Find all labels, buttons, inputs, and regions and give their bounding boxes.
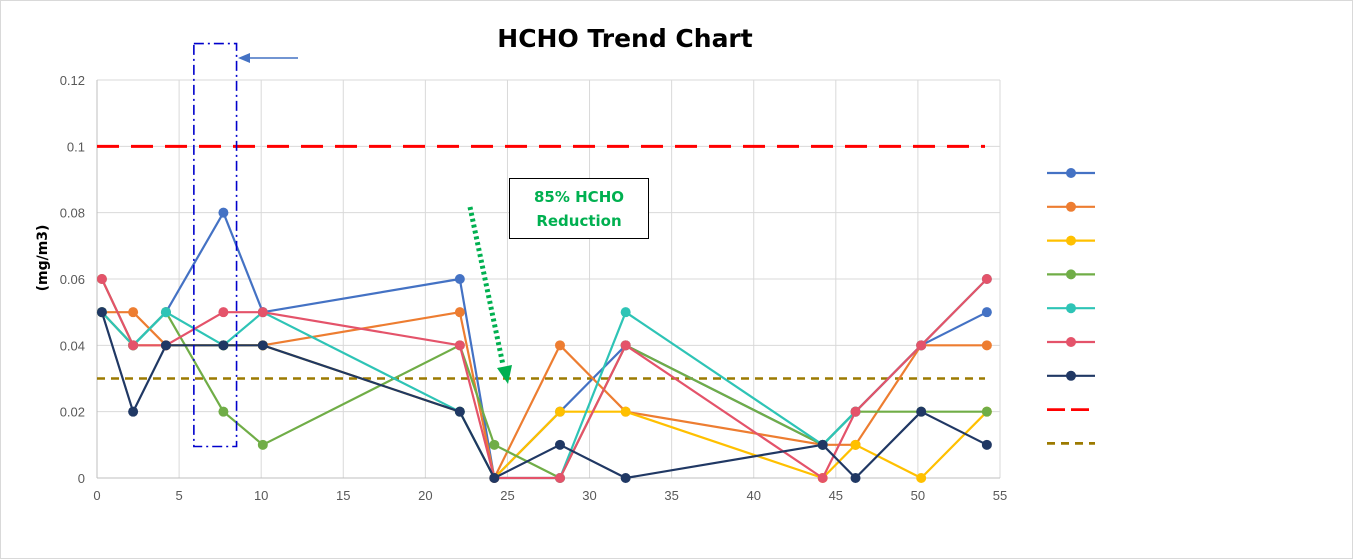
legend-swatch-marker <box>1066 269 1076 280</box>
data-point <box>554 406 565 417</box>
legend-swatch-marker <box>1066 370 1076 381</box>
data-point <box>218 307 229 318</box>
data-point <box>218 207 229 218</box>
annotation-box: 85% HCHO Reduction <box>509 178 649 239</box>
highlight-pointer-arrowhead <box>238 53 250 63</box>
x-tick-label: 55 <box>993 488 1007 503</box>
reduction-arrow <box>467 206 512 384</box>
reduction-arrow-head <box>497 365 512 384</box>
data-point <box>454 274 465 284</box>
data-point <box>489 473 500 483</box>
y-tick-label: 0.12 <box>60 73 85 88</box>
legend-swatch-marker <box>1066 201 1076 212</box>
x-tick-label: 35 <box>664 488 678 503</box>
y-tick-label: 0.04 <box>60 338 85 353</box>
data-point <box>981 307 992 318</box>
data-point <box>981 340 992 351</box>
data-point <box>257 439 268 450</box>
legend-swatch-marker <box>1066 235 1076 246</box>
data-point <box>96 307 107 318</box>
highlight-box <box>193 42 238 448</box>
data-point <box>554 340 565 351</box>
data-point <box>128 307 139 318</box>
data-point <box>620 307 631 318</box>
legend <box>1047 168 1095 445</box>
data-point <box>620 340 631 351</box>
data-point <box>454 307 465 318</box>
x-tick-label: 5 <box>175 488 182 503</box>
highlight-window <box>193 42 298 448</box>
legend-swatch-marker <box>1066 303 1076 314</box>
data-point <box>554 473 565 483</box>
y-tick-label: 0.02 <box>60 405 85 420</box>
data-point <box>916 473 927 483</box>
y-tick-label: 0.1 <box>67 139 85 154</box>
data-point <box>850 406 861 417</box>
data-point <box>128 406 139 417</box>
data-point <box>128 340 139 351</box>
data-point <box>620 406 631 417</box>
x-tick-label: 25 <box>500 488 514 503</box>
data-point <box>817 473 828 483</box>
data-point <box>916 340 927 351</box>
reduction-arrow-shaft <box>467 206 506 366</box>
y-axis-label: (mg/m3) <box>35 225 51 292</box>
y-tick-label: 0.06 <box>60 272 85 287</box>
legend-swatch-marker <box>1066 168 1076 178</box>
y-tick-label: 0 <box>78 471 85 486</box>
data-point <box>620 473 631 483</box>
x-tick-label: 20 <box>418 488 432 503</box>
reference-lines <box>97 144 985 380</box>
annotation-text: 85% HCHO Reduction <box>534 187 624 230</box>
data-point <box>850 439 861 450</box>
data-point <box>218 340 229 351</box>
legend-swatch-marker <box>1066 337 1076 347</box>
data-point <box>257 340 268 351</box>
series-lines <box>96 207 992 483</box>
data-point <box>489 439 500 450</box>
data-point <box>554 439 565 450</box>
x-tick-label: 10 <box>254 488 268 503</box>
data-point <box>257 307 268 318</box>
data-point <box>981 274 992 284</box>
chart-title: HCHO Trend Chart <box>497 24 752 53</box>
data-point <box>817 439 828 450</box>
data-point <box>160 307 171 318</box>
data-point <box>454 406 465 417</box>
data-point <box>96 274 107 284</box>
x-tick-label: 50 <box>911 488 925 503</box>
data-point <box>850 473 861 483</box>
x-tick-label: 15 <box>336 488 350 503</box>
data-point <box>218 406 229 417</box>
x-tick-label: 45 <box>829 488 843 503</box>
data-point <box>160 340 171 351</box>
x-tick-label: 0 <box>93 488 100 503</box>
y-tick-label: 0.08 <box>60 206 85 221</box>
data-point <box>454 340 465 351</box>
data-point <box>981 439 992 450</box>
data-point <box>981 406 992 417</box>
data-point <box>916 406 927 417</box>
x-tick-label: 40 <box>746 488 760 503</box>
x-tick-label: 30 <box>582 488 596 503</box>
